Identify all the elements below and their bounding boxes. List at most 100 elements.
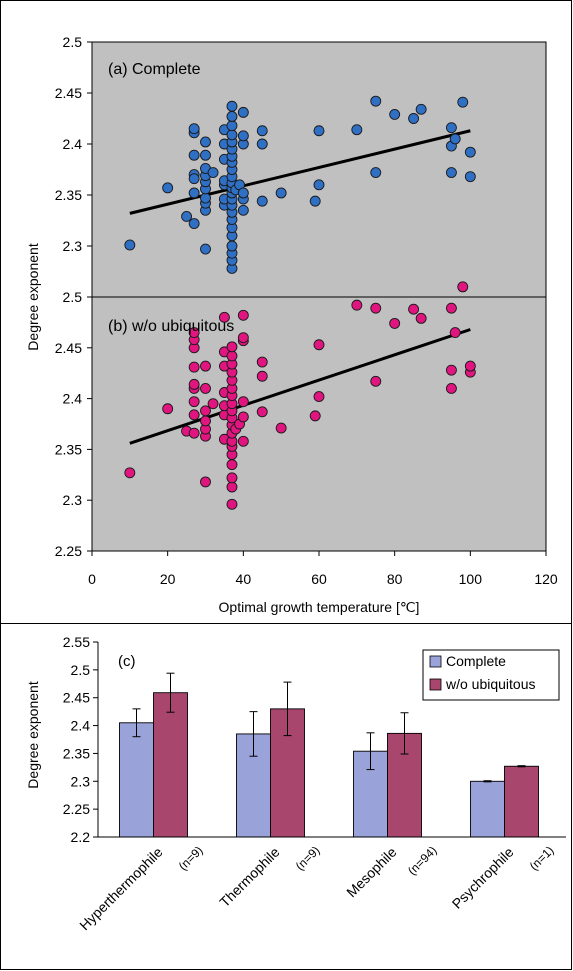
legend-box bbox=[422, 649, 560, 701]
bar-complete bbox=[470, 780, 505, 838]
data-point bbox=[256, 195, 268, 207]
data-point bbox=[256, 406, 268, 418]
y-tick-label: 2.4 bbox=[71, 718, 91, 734]
panel-c-bar-chart: 2.55 2.5 2.45 2.4 2.35 2.3 2.25 2.2 Hyperthermo… bbox=[25, 634, 566, 933]
x-tick-label: 100 bbox=[459, 571, 483, 587]
data-point bbox=[313, 125, 325, 137]
y-tick-label: 2.3 bbox=[63, 238, 83, 254]
data-point bbox=[188, 361, 200, 373]
data-point bbox=[309, 195, 321, 207]
y-tick-label: 2.55 bbox=[63, 634, 90, 650]
legend-swatch-without-ubiquitous bbox=[429, 678, 442, 691]
x-tick-label: 20 bbox=[160, 571, 176, 587]
y-tick-label: 2.45 bbox=[63, 690, 90, 706]
y-tick-label: 2.25 bbox=[55, 543, 82, 559]
data-point bbox=[188, 396, 200, 408]
legend-label-complete: Complete bbox=[446, 653, 506, 669]
data-point bbox=[449, 327, 461, 339]
data-point bbox=[309, 410, 321, 422]
data-point bbox=[188, 149, 200, 161]
fit-line bbox=[129, 129, 471, 215]
data-point bbox=[351, 299, 363, 311]
bar-legend: Complete w/o ubiquitous bbox=[422, 649, 560, 701]
data-point bbox=[226, 100, 238, 112]
x-tick-label: 120 bbox=[534, 571, 558, 587]
data-point bbox=[237, 332, 249, 344]
panel-c-y-ticks: 2.55 2.5 2.45 2.4 2.35 2.3 2.25 2.2 bbox=[63, 634, 98, 845]
data-point bbox=[370, 95, 382, 107]
data-point bbox=[313, 339, 325, 351]
bar-without-ubiquitous bbox=[153, 692, 188, 838]
data-point bbox=[389, 108, 401, 120]
panel-a-points bbox=[124, 95, 476, 274]
data-point bbox=[237, 309, 249, 321]
data-point bbox=[218, 311, 230, 323]
panel-c-error-bars bbox=[132, 672, 526, 783]
y-tick-label: 2.45 bbox=[55, 85, 82, 101]
data-point bbox=[162, 403, 174, 415]
panel-a-y-ticks: 2.5 2.45 2.4 2.35 2.3 bbox=[55, 34, 92, 254]
data-point bbox=[200, 136, 211, 148]
y-tick-label: 2.2 bbox=[71, 829, 91, 845]
data-point bbox=[351, 124, 363, 136]
panel-c-label: (c) bbox=[118, 653, 136, 670]
data-point bbox=[188, 327, 200, 339]
data-point bbox=[200, 192, 211, 204]
data-point bbox=[200, 476, 211, 488]
data-point bbox=[256, 370, 268, 382]
data-point bbox=[275, 422, 287, 434]
y-tick-label: 2.35 bbox=[63, 745, 90, 761]
data-point bbox=[200, 405, 211, 417]
data-point bbox=[162, 182, 174, 194]
data-point bbox=[200, 149, 211, 161]
fit-line bbox=[129, 328, 471, 445]
panel-c-category-labels: Hyperthermophile (n=9) Thermophile (n=9) Mes… bbox=[76, 843, 556, 933]
data-point bbox=[445, 167, 457, 179]
panel-c-bars bbox=[119, 692, 539, 838]
y-tick-label: 2.45 bbox=[55, 340, 82, 356]
data-point bbox=[226, 472, 238, 484]
data-point bbox=[370, 375, 382, 387]
panel-a-complete: 2.5 2.45 2.4 2.35 2.3 (a) Complete bbox=[55, 34, 547, 298]
legend-label-without-ubiquitous: w/o ubiquitous bbox=[445, 676, 536, 692]
data-point bbox=[464, 171, 476, 183]
y-tick-label: 2.25 bbox=[63, 801, 90, 817]
data-point bbox=[181, 210, 193, 222]
data-point bbox=[415, 103, 427, 115]
y-tick-label: 2.5 bbox=[63, 34, 83, 50]
panel-b-fit-line bbox=[129, 328, 471, 445]
panel-b-y-ticks: 2.5 2.45 2.4 2.35 2.3 2.25 bbox=[55, 289, 92, 559]
y-tick-label: 2.4 bbox=[63, 136, 83, 152]
x-tick-label: 0 bbox=[88, 571, 96, 587]
y-tick-label: 2.35 bbox=[55, 187, 82, 203]
data-point bbox=[389, 317, 401, 329]
data-point bbox=[237, 106, 249, 118]
category-count-label: (n=1) bbox=[527, 843, 557, 873]
data-point bbox=[449, 133, 461, 145]
data-point bbox=[415, 312, 427, 324]
data-point bbox=[445, 382, 457, 394]
x-tick-label: 60 bbox=[311, 571, 327, 587]
panel-a-plot-area bbox=[91, 41, 547, 298]
data-point bbox=[226, 459, 238, 471]
scatter-x-axis-label: Optimal growth temperature [℃] bbox=[219, 599, 420, 615]
data-point bbox=[226, 111, 238, 122]
bar-figure-frame bbox=[0, 623, 572, 970]
panel-b-points bbox=[124, 281, 476, 510]
data-point bbox=[256, 138, 268, 150]
category-count-label: (n=9) bbox=[176, 843, 206, 873]
data-point bbox=[200, 360, 211, 372]
panel-a-fit-line bbox=[129, 129, 471, 215]
data-point bbox=[124, 467, 136, 479]
data-point bbox=[408, 113, 420, 124]
data-point bbox=[237, 435, 249, 447]
data-point bbox=[188, 173, 200, 185]
x-tick-label: 40 bbox=[236, 571, 252, 587]
bar-complete bbox=[119, 722, 154, 838]
data-point bbox=[370, 302, 382, 314]
data-point bbox=[188, 218, 200, 230]
data-point bbox=[256, 125, 268, 137]
y-tick-label: 2.35 bbox=[55, 441, 82, 457]
data-point bbox=[226, 341, 238, 353]
x-tick-label: 80 bbox=[387, 571, 403, 587]
